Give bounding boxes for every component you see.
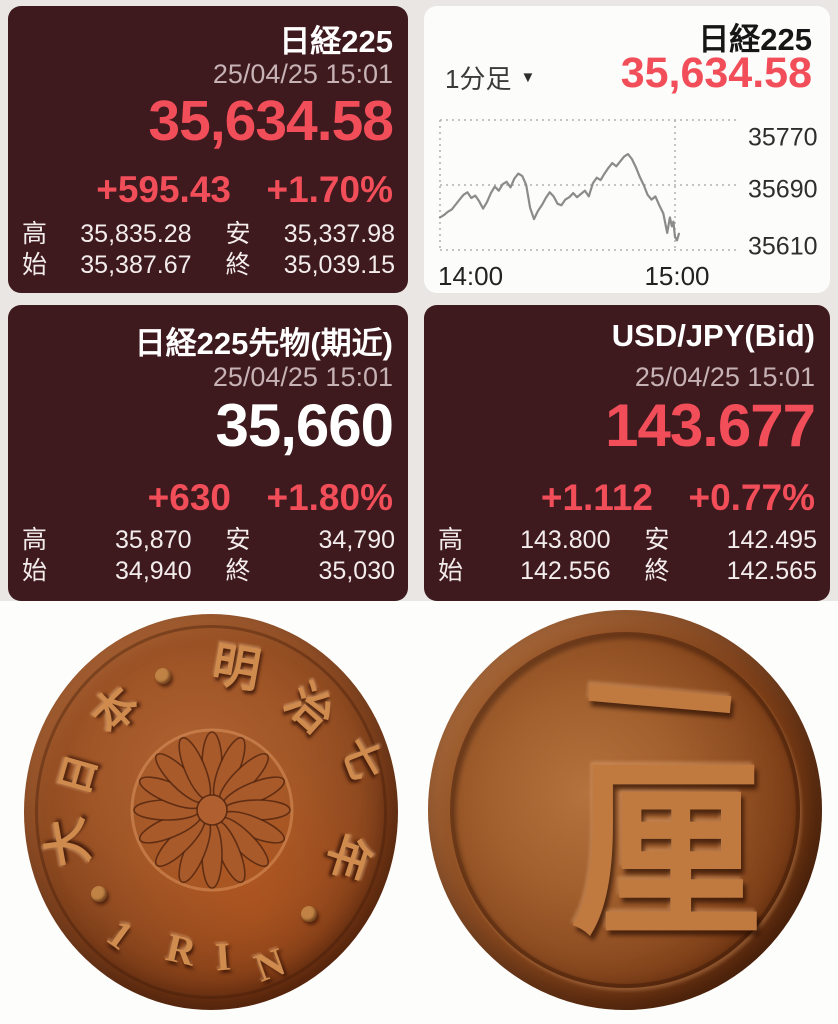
quote-change: +1.112 xyxy=(540,477,653,518)
interval-dropdown[interactable]: 1分足 ▼ xyxy=(445,59,535,96)
stat-high-label: 高 xyxy=(22,526,48,554)
stat-low-value: 142.495 xyxy=(726,526,817,554)
x-axis-tick-label: 14:00 xyxy=(438,261,503,291)
quote-datetime: 25/04/25 15:01 xyxy=(212,362,393,392)
quote-change-percent: +1.70% xyxy=(266,169,393,210)
quote-stats: 高 35,835.28 安 35,337.98 始 35,387.67 終 35… xyxy=(22,219,395,281)
quote-change-row: +630 +1.80% xyxy=(81,477,393,519)
stats-row-open-close: 始 35,387.67 終 35,039.15 xyxy=(22,250,395,281)
coin-legend-char: 大 xyxy=(38,813,99,871)
coin-separator-dot xyxy=(301,906,317,922)
stat-high-label: 高 xyxy=(438,526,464,554)
stat-open-value: 35,387.67 xyxy=(80,251,192,279)
stat-close-label: 終 xyxy=(225,557,251,585)
stat-high-value: 143.800 xyxy=(520,526,611,554)
stat-open-label: 始 xyxy=(22,251,48,279)
panel-nikkei-futures[interactable]: 日経225先物(期近) 25/04/25 15:01 35,660 +630 +… xyxy=(8,305,408,601)
coin-legend-char: 日 xyxy=(52,749,106,801)
coin-legend-char: 七 xyxy=(331,730,391,787)
y-axis-tick-label: 35690 xyxy=(748,176,818,204)
quote-price: 35,660 xyxy=(215,392,394,459)
quote-change-percent: +0.77% xyxy=(688,477,815,518)
chrysanthemum-crest-icon xyxy=(130,728,294,892)
coin-separator-dot xyxy=(91,886,107,902)
chart-current-price: 35,634.58 xyxy=(620,49,812,97)
stat-close-value: 142.565 xyxy=(726,557,817,585)
coin-denomination-char: I xyxy=(213,933,233,980)
quote-datetime: 25/04/25 15:01 xyxy=(212,59,393,89)
quote-stats: 高 35,870 安 34,790 始 34,940 終 35,030 xyxy=(22,525,395,587)
quote-change: +595.43 xyxy=(96,169,231,210)
quote-change-percent: +1.80% xyxy=(266,477,393,518)
stat-open-value: 34,940 xyxy=(115,557,192,585)
coin-denomination-char: 1 xyxy=(98,910,142,959)
quote-price: 143.677 xyxy=(605,392,816,459)
stat-high-label: 高 xyxy=(22,220,48,248)
quote-price: 35,634.58 xyxy=(148,89,394,153)
stat-close-value: 35,030 xyxy=(318,557,395,585)
y-axis-tick-label: 35610 xyxy=(748,233,818,261)
stat-open-value: 142.556 xyxy=(520,557,611,585)
coin-legend-char: 年 xyxy=(316,827,380,887)
stats-row-high-low: 高 143.800 安 142.495 xyxy=(438,525,817,556)
quote-stats: 高 143.800 安 142.495 始 142.556 終 142.565 xyxy=(438,525,817,587)
stat-high-value: 35,870 xyxy=(115,526,192,554)
coin-value-kanji: 厘 xyxy=(570,744,762,959)
stat-low-value: 35,337.98 xyxy=(283,220,395,248)
quote-title: 日経225 xyxy=(279,24,393,59)
stat-close-value: 35,039.15 xyxy=(283,251,395,279)
stat-low-label: 安 xyxy=(225,220,251,248)
stat-low-label: 安 xyxy=(225,526,251,554)
stat-close-label: 終 xyxy=(225,251,251,279)
stat-low-label: 安 xyxy=(644,526,670,554)
quote-title: USD/JPY(Bid) xyxy=(611,318,815,353)
stat-high-value: 35,835.28 xyxy=(80,220,192,248)
stats-row-high-low: 高 35,870 安 34,790 xyxy=(22,525,395,556)
coin-separator-dot xyxy=(155,668,171,684)
dropdown-arrow-icon: ▼ xyxy=(520,69,536,86)
stat-low-value: 34,790 xyxy=(318,526,395,554)
stat-close-label: 終 xyxy=(644,557,670,585)
chart-title: 日経225 xyxy=(698,22,812,57)
panel-nikkei-chart[interactable]: 日経225 35,634.58 1分足 ▼ 35610 35690 35770 14:… xyxy=(424,6,830,293)
y-axis-tick-label: 35770 xyxy=(748,124,818,152)
stats-row-high-low: 高 35,835.28 安 35,337.98 xyxy=(22,219,395,250)
panel-usdjpy[interactable]: USD/JPY(Bid) 25/04/25 15:01 143.677 +1.1… xyxy=(424,305,830,601)
quote-change: +630 xyxy=(147,477,231,518)
stats-row-open-close: 始 142.556 終 142.565 xyxy=(438,556,817,587)
quote-change-row: +1.112 +0.77% xyxy=(503,477,815,519)
quote-title: 日経225先物(期近) xyxy=(134,326,393,361)
stat-open-label: 始 xyxy=(22,557,48,585)
price-line xyxy=(438,152,680,242)
stat-open-label: 始 xyxy=(438,557,464,585)
coin-denomination-char: R xyxy=(161,924,201,975)
coin-reverse-photo: 一厘 xyxy=(428,610,822,1010)
coin-denomination-char: N xyxy=(248,938,292,991)
intraday-line-chart: 35610 35690 35770 14:00 15:00 xyxy=(438,119,818,291)
interval-label: 1分足 xyxy=(445,64,512,94)
stats-row-open-close: 始 34,940 終 35,030 xyxy=(22,556,395,587)
coin-legend-char: 明 xyxy=(207,638,265,699)
x-axis-tick-label: 15:00 xyxy=(644,261,709,291)
quote-change-row: +595.43 +1.70% xyxy=(81,169,393,211)
panel-nikkei225[interactable]: 日経225 25/04/25 15:01 35,634.58 +595.43 +… xyxy=(8,6,408,293)
quote-datetime: 25/04/25 15:01 xyxy=(634,362,815,392)
